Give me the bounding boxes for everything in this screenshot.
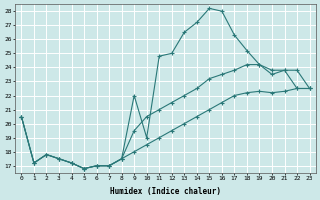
X-axis label: Humidex (Indice chaleur): Humidex (Indice chaleur) <box>110 187 221 196</box>
